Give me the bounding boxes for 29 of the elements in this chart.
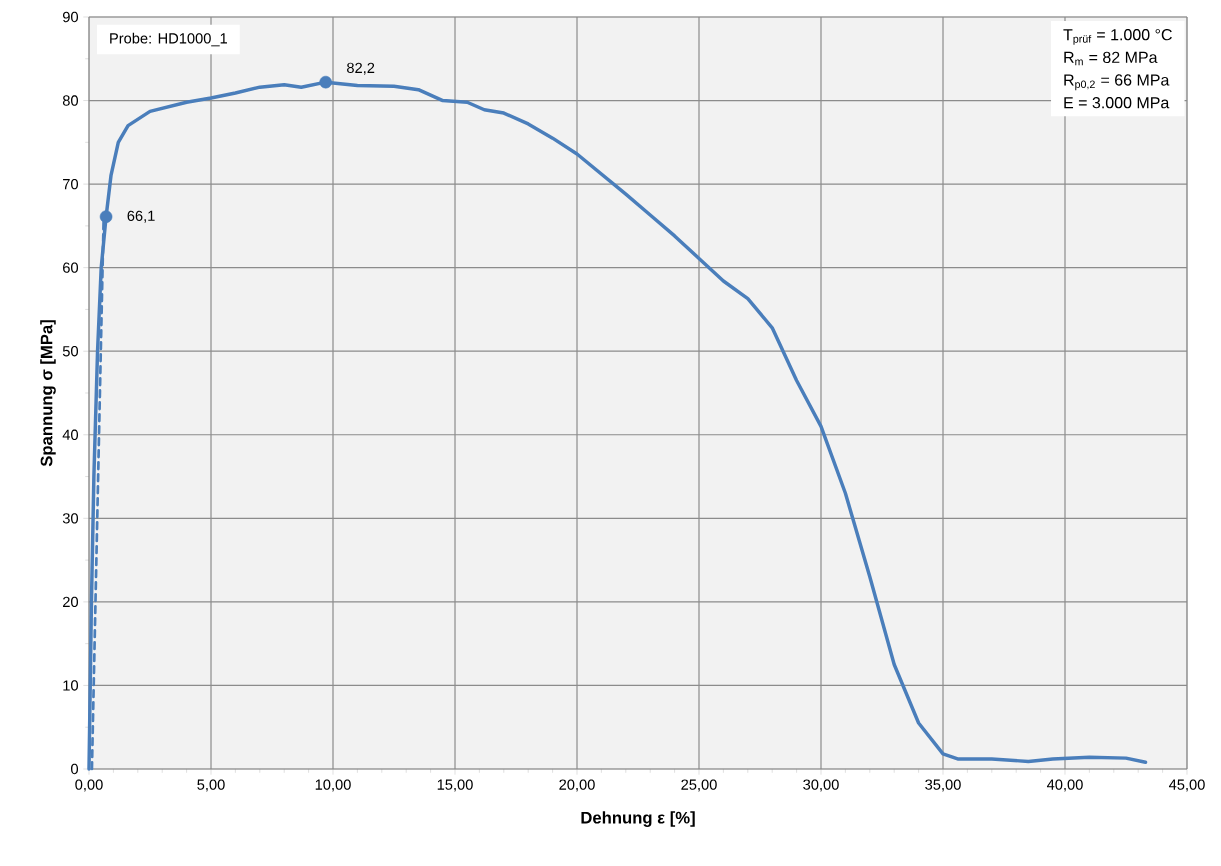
- x-tick-label: 40,00: [1046, 779, 1083, 792]
- x-tick-label: 30,00: [803, 779, 839, 792]
- annotation: Probe: HD1000_1: [110, 32, 227, 47]
- x-tick-label: 45,00: [1168, 779, 1205, 792]
- y-axis-title: Spannung σ [MPa]: [40, 320, 56, 467]
- y-tick-label: 20: [63, 596, 79, 608]
- y-tick-label: 80: [62, 95, 79, 106]
- x-tick-label: 15,00: [437, 779, 473, 792]
- annotation: R$_{p0,2}$ = 66 MPa: [1064, 74, 1170, 91]
- annotation: R$_{m}$ = 82 MPa: [1064, 51, 1158, 66]
- y-tick-label: 90: [62, 11, 79, 23]
- x-tick-label: 20,00: [559, 779, 595, 792]
- annotation: T$_{prüf}$ = 1.000 °C: [1063, 29, 1172, 45]
- x-tick-label: 0,00: [75, 779, 103, 792]
- y-tick-label: 50: [62, 346, 79, 357]
- data-label: 66,1: [127, 210, 155, 223]
- data-label: 82,2: [347, 62, 375, 75]
- x-tick-label: 25,00: [681, 779, 717, 792]
- y-tick-label: 0: [71, 763, 79, 775]
- annotation: E = 3.000 MPa: [1064, 97, 1170, 109]
- y-tick-label: 40: [62, 429, 79, 440]
- y-tick-label: 10: [63, 680, 79, 691]
- x-tick-label: 10,00: [315, 779, 351, 792]
- x-axis-title: Dehnung ε [%]: [581, 811, 695, 827]
- x-tick-label: 35,00: [925, 779, 961, 792]
- y-tick-label: 70: [63, 178, 79, 190]
- y-tick-label: 30: [62, 513, 79, 524]
- x-tick-label: 5,00: [197, 779, 225, 792]
- y-tick-label: 60: [63, 262, 79, 273]
